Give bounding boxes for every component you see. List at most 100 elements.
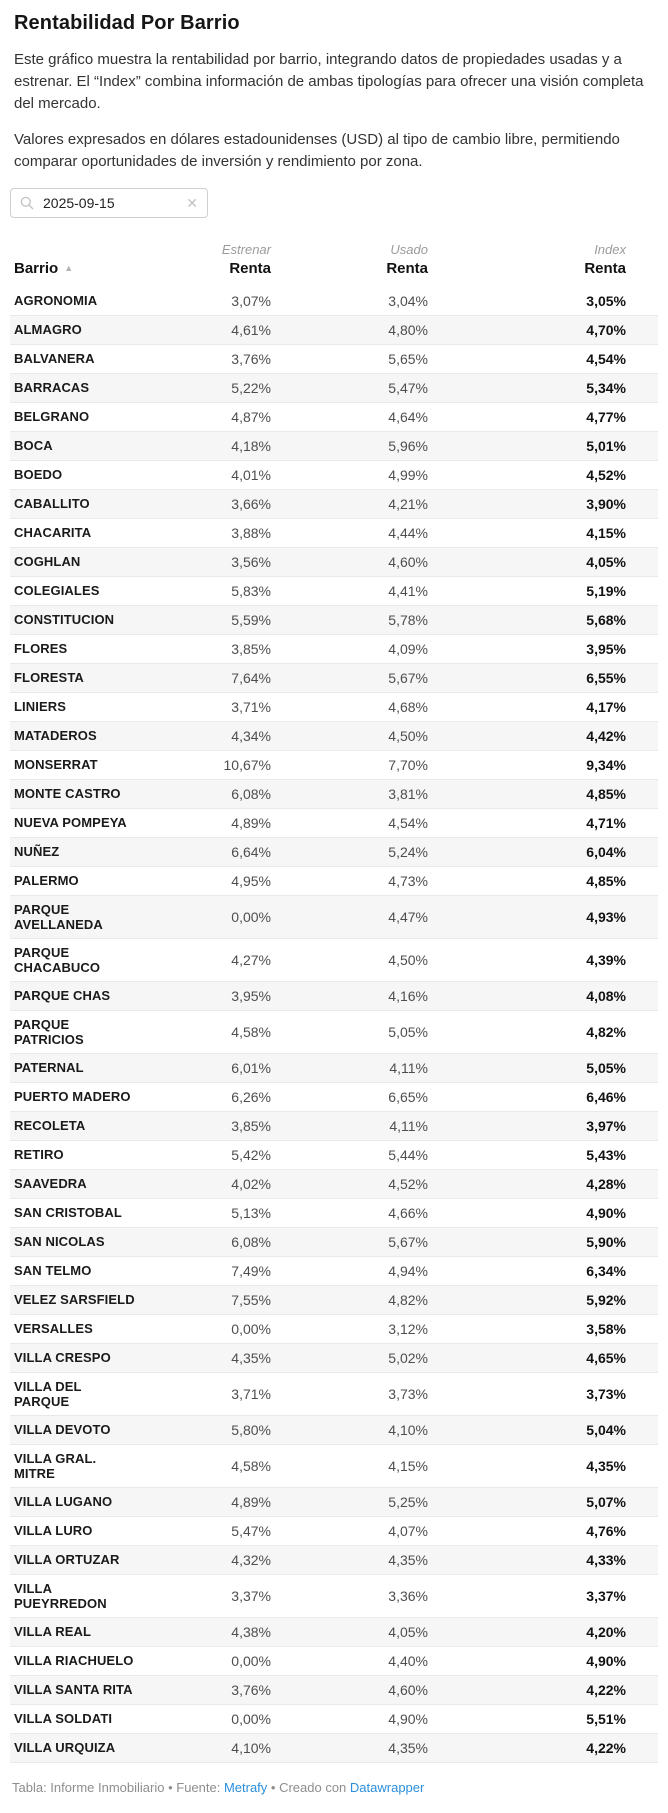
table-row: CABALLITO 3,66% 4,21% 3,90% [10,489,658,519]
barrio-cell: VILLA RIACHUELO [10,1646,140,1676]
estrenar-renta-cell: 4,87% [140,402,271,432]
estrenar-renta-cell: 3,66% [140,489,271,519]
column-header-usado-renta[interactable]: Usado Renta [386,241,428,277]
column-header-barrio[interactable]: Barrio ▲ [14,259,74,277]
usado-renta-cell: 4,64% [271,402,428,432]
index-renta-cell: 6,04% [428,837,658,867]
index-renta-cell: 4,70% [428,315,658,345]
table-row: ALMAGRO 4,61% 4,80% 4,70% [10,315,658,345]
table-row: VILLA SOLDATI 0,00% 4,90% 5,51% [10,1704,658,1734]
estrenar-renta-cell: 3,85% [140,634,271,664]
barrio-cell: MATADEROS [10,721,140,751]
barrio-cell: VILLA URQUIZA [10,1733,140,1763]
estrenar-renta-cell: 6,26% [140,1082,271,1112]
barrio-cell: FLORESTA [10,663,140,693]
index-renta-cell: 4,22% [428,1675,658,1705]
estrenar-renta-cell: 4,34% [140,721,271,751]
usado-renta-cell: 4,21% [271,489,428,519]
estrenar-renta-cell: 4,35% [140,1343,271,1373]
estrenar-renta-cell: 7,64% [140,663,271,693]
estrenar-renta-cell: 5,83% [140,576,271,606]
estrenar-renta-cell: 5,22% [140,373,271,403]
table-row: RECOLETA 3,85% 4,11% 3,97% [10,1111,658,1141]
barrio-cell: VILLA PUEYRREDON [10,1574,140,1618]
index-renta-cell: 4,20% [428,1617,658,1647]
index-renta-cell: 4,15% [428,518,658,548]
estrenar-renta-cell: 3,71% [140,692,271,722]
estrenar-renta-cell: 3,95% [140,981,271,1011]
barrio-cell: VILLA GRAL. MITRE [10,1444,140,1488]
usado-renta-cell: 4,15% [271,1444,428,1488]
estrenar-renta-cell: 5,42% [140,1140,271,1170]
index-renta-cell: 4,82% [428,1010,658,1054]
estrenar-renta-cell: 3,76% [140,344,271,374]
table-row: VILLA RIACHUELO 0,00% 4,40% 4,90% [10,1646,658,1676]
page-title: Rentabilidad Por Barrio [14,12,240,34]
usado-renta-cell: 6,65% [271,1082,428,1112]
usado-renta-cell: 5,02% [271,1343,428,1373]
index-renta-cell: 4,71% [428,808,658,838]
estrenar-renta-cell: 4,38% [140,1617,271,1647]
table-row: CONSTITUCION 5,59% 5,78% 5,68% [10,605,658,635]
table-row: PARQUE PATRICIOS 4,58% 5,05% 4,82% [10,1010,658,1054]
table-row: PARQUE CHAS 3,95% 4,16% 4,08% [10,981,658,1011]
table-row: PALERMO 4,95% 4,73% 4,85% [10,866,658,896]
usado-renta-cell: 5,78% [271,605,428,635]
column-header-estrenar-renta[interactable]: Estrenar Renta [221,241,271,277]
metrafy-link[interactable]: Metrafy [223,1779,268,1795]
table-row: SAAVEDRA 4,02% 4,52% 4,28% [10,1169,658,1199]
table-row: VILLA PUEYRREDON 3,37% 3,36% 3,37% [10,1574,658,1618]
estrenar-renta-cell: 4,61% [140,315,271,345]
index-renta-cell: 4,77% [428,402,658,432]
usado-renta-cell: 4,05% [271,1617,428,1647]
barrio-cell: NUEVA POMPEYA [10,808,140,838]
index-renta-cell: 4,08% [428,981,658,1011]
index-renta-cell: 6,46% [428,1082,658,1112]
estrenar-renta-cell: 4,89% [140,808,271,838]
barrio-cell: SAAVEDRA [10,1169,140,1199]
column-header-index-renta[interactable]: Index Renta [584,241,626,277]
index-renta-cell: 4,17% [428,692,658,722]
barrio-cell: BARRACAS [10,373,140,403]
usado-renta-cell: 4,80% [271,315,428,345]
usado-renta-cell: 3,04% [271,286,428,316]
datawrapper-link[interactable]: Datawrapper [349,1779,425,1795]
barrio-cell: FLORES [10,634,140,664]
estrenar-renta-cell: 0,00% [140,1314,271,1344]
index-renta-cell: 4,22% [428,1733,658,1763]
table-row: VILLA URQUIZA 4,10% 4,35% 4,22% [10,1733,658,1763]
index-renta-cell: 5,01% [428,431,658,461]
description-paragraph-1: Este gráfico muestra la rentabilidad por… [14,51,644,112]
index-renta-cell: 5,43% [428,1140,658,1170]
table-row: PARQUE AVELLANEDA 0,00% 4,47% 4,93% [10,895,658,939]
search-input[interactable] [41,193,180,212]
barrio-cell: PATERNAL [10,1053,140,1083]
index-renta-cell: 3,97% [428,1111,658,1141]
table-row: BOEDO 4,01% 4,99% 4,52% [10,460,658,490]
barrio-cell: RETIRO [10,1140,140,1170]
table-row: FLORES 3,85% 4,09% 3,95% [10,634,658,664]
estrenar-renta-cell: 5,47% [140,1516,271,1546]
index-renta-cell: 9,34% [428,750,658,780]
footer-created-label: Creado con [279,1779,350,1795]
index-renta-cell: 4,90% [428,1646,658,1676]
barrio-cell: VILLA LUGANO [10,1487,140,1517]
index-renta-cell: 3,73% [428,1372,658,1416]
barrio-cell: SAN NICOLAS [10,1227,140,1257]
clear-search-icon[interactable]: ✕ [186,194,198,211]
barrio-cell: COLEGIALES [10,576,140,606]
search-box[interactable]: ✕ [10,187,208,218]
usado-renta-cell: 4,40% [271,1646,428,1676]
usado-renta-cell: 5,05% [271,1010,428,1054]
estrenar-renta-cell: 3,37% [140,1574,271,1618]
estrenar-renta-cell: 5,13% [140,1198,271,1228]
estrenar-renta-cell: 0,00% [140,1646,271,1676]
table-row: MONTE CASTRO 6,08% 3,81% 4,85% [10,779,658,809]
usado-renta-cell: 4,35% [271,1733,428,1763]
estrenar-renta-cell: 4,89% [140,1487,271,1517]
barrio-cell: PARQUE CHACABUCO [10,938,140,982]
estrenar-renta-cell: 6,64% [140,837,271,867]
usado-renta-cell: 4,90% [271,1704,428,1734]
estrenar-renta-cell: 4,27% [140,938,271,982]
usado-renta-cell: 3,81% [271,779,428,809]
